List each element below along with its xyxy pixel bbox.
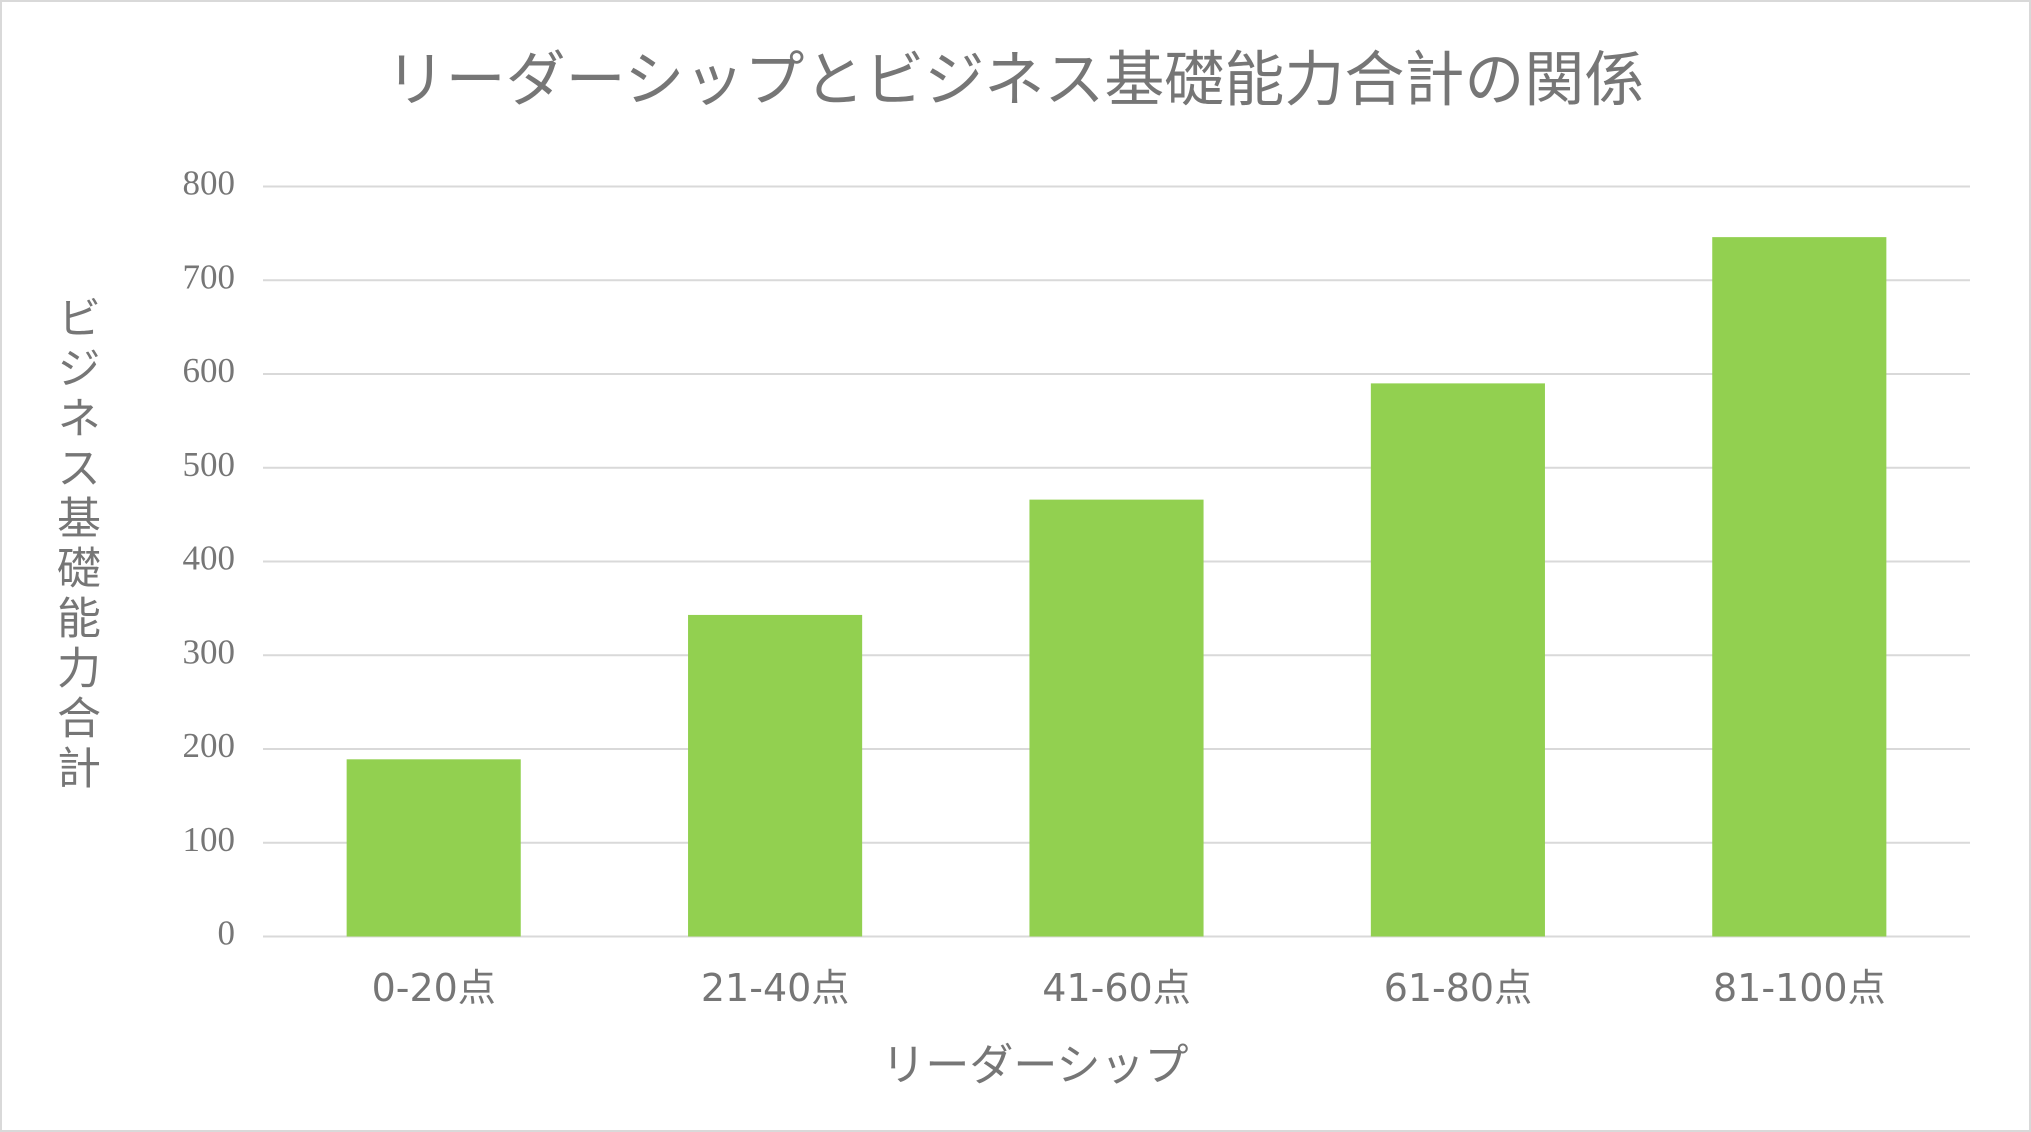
bar: [1712, 237, 1887, 937]
x-tick-label: 61-80点: [1384, 966, 1532, 1010]
x-tick-label: 0-20点: [372, 966, 496, 1010]
bar: [1370, 383, 1545, 937]
x-axis-label: リーダーシップ: [881, 1040, 1188, 1091]
x-tick-label: 41-60点: [1042, 966, 1190, 1010]
bar: [346, 759, 521, 937]
x-tick-label: 21-40点: [701, 966, 849, 1010]
chart-title: リーダーシップとビジネス基礎能力合計の関係: [386, 46, 1645, 116]
y-tick-label: 700: [183, 257, 236, 296]
y-axis-label: ビジネス基礎能力合計: [49, 295, 100, 795]
y-tick-label: 400: [183, 539, 236, 578]
y-tick-label: 200: [183, 726, 236, 765]
y-tick-label: 800: [183, 164, 236, 203]
x-tick-label: 81-100点: [1713, 966, 1886, 1010]
y-tick-label: 0: [218, 914, 236, 953]
bar: [1029, 499, 1204, 937]
y-tick-label: 600: [183, 351, 236, 390]
bar: [688, 614, 863, 937]
y-tick-label: 500: [183, 445, 236, 484]
y-tick-label: 100: [183, 820, 236, 859]
y-tick-label: 300: [183, 632, 236, 671]
